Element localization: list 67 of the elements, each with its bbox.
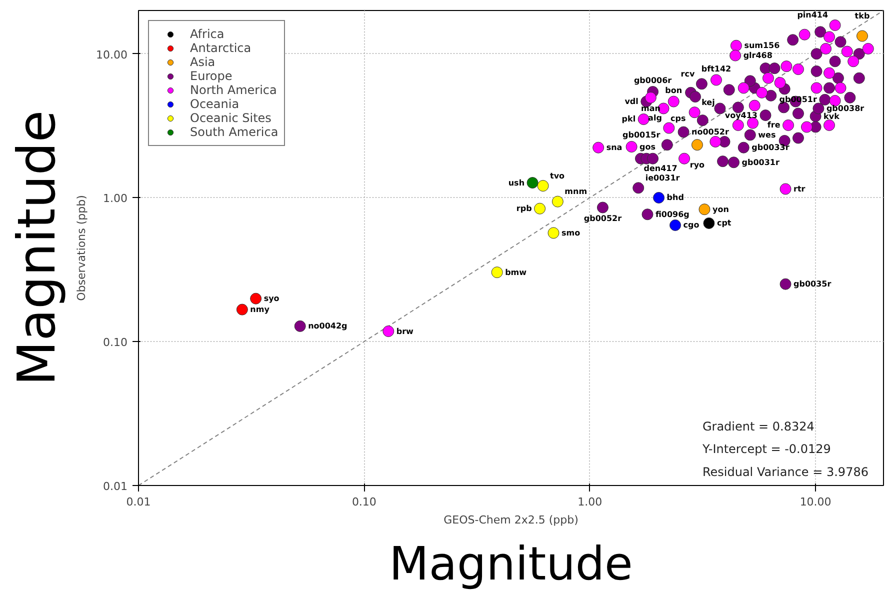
annotation: kvk bbox=[824, 112, 840, 121]
annotation: tvo bbox=[550, 171, 566, 180]
y-tick-label: 10.00 bbox=[96, 48, 128, 62]
annotation: gb0031r bbox=[742, 158, 780, 167]
annotation: cpt bbox=[716, 218, 732, 228]
annotation: wes bbox=[758, 130, 776, 140]
annotation: syo bbox=[264, 294, 280, 304]
annotation: gb0038r bbox=[826, 104, 864, 113]
annotation: ie0031r bbox=[645, 173, 680, 182]
annotation: fre bbox=[767, 120, 781, 130]
annotation: den417 bbox=[644, 164, 678, 174]
annotation: gos bbox=[640, 142, 656, 152]
text: Magnitude bbox=[8, 110, 68, 386]
y-axis-title: Observations (ppb) bbox=[75, 195, 88, 301]
annotation: Residual Variance = 3.9786 bbox=[702, 464, 868, 479]
annotation: voy413 bbox=[724, 110, 758, 120]
annotation: bft142 bbox=[701, 64, 732, 74]
annotation: rcv bbox=[680, 69, 696, 78]
annotation: ryo bbox=[690, 160, 706, 170]
legend-label: Europe bbox=[190, 69, 232, 83]
legend-label: North America bbox=[190, 83, 277, 97]
annotation: no0052r bbox=[692, 128, 729, 137]
annotation: gb0015r bbox=[622, 130, 660, 140]
annotation: rtr bbox=[794, 184, 806, 194]
annotation: yon bbox=[712, 204, 730, 214]
annotation: bhd bbox=[666, 193, 684, 202]
annotation: gb0033r bbox=[752, 143, 790, 152]
text: Magnitude bbox=[389, 536, 633, 590]
annotation: gb0052r bbox=[584, 214, 622, 223]
y-tick-label: 0.01 bbox=[103, 480, 128, 493]
annotation: sna bbox=[606, 143, 622, 152]
legend-label: Africa bbox=[190, 27, 224, 41]
annotation: pkl bbox=[622, 114, 636, 124]
legend-label: Antarctica bbox=[190, 41, 252, 55]
x-axis-title: GEOS-Chem 2x2.5 (ppb) bbox=[444, 514, 578, 526]
annotation: gb0006r bbox=[634, 76, 672, 86]
annotation: no0042g bbox=[308, 322, 348, 331]
annotation: pin414 bbox=[797, 10, 828, 20]
x-tick-label: 1.00 bbox=[578, 496, 602, 508]
annotation: tkb bbox=[854, 11, 870, 20]
annotation: glr468 bbox=[743, 51, 773, 60]
legend-label: Asia bbox=[190, 55, 216, 69]
x-tick-label: 0.01 bbox=[126, 496, 151, 508]
annotation: ush bbox=[508, 178, 525, 188]
annotation: Y-Intercept = -0.0129 bbox=[701, 442, 831, 456]
annotation: Gradient = 0.8324 bbox=[702, 419, 814, 434]
annotation: brw bbox=[396, 326, 414, 336]
legend-label: South America bbox=[190, 125, 278, 139]
annotation: cgo bbox=[683, 220, 700, 230]
annotation: sum156 bbox=[744, 41, 780, 50]
annotation: kej bbox=[702, 98, 716, 107]
legend-label: Oceanic Sites bbox=[190, 111, 272, 125]
annotation: nmy bbox=[250, 305, 270, 314]
annotation: bmw bbox=[505, 268, 528, 277]
y-tick-label: 0.10 bbox=[103, 336, 128, 350]
annotation: fi0096g bbox=[655, 210, 690, 219]
annotation: vdl bbox=[624, 97, 639, 106]
annotation: gb0035r bbox=[794, 280, 832, 289]
annotation: bon bbox=[665, 86, 682, 96]
y-tick-label: 1.00 bbox=[103, 192, 128, 206]
annotation: smo bbox=[562, 228, 581, 238]
legend-label: Oceania bbox=[190, 97, 240, 111]
annotation: mnm bbox=[564, 187, 588, 196]
x-tick-label: 10.00 bbox=[800, 496, 832, 508]
annotation: rpb bbox=[516, 204, 532, 214]
x-tick-label: 0.10 bbox=[352, 496, 376, 508]
annotation: cps bbox=[670, 114, 686, 123]
